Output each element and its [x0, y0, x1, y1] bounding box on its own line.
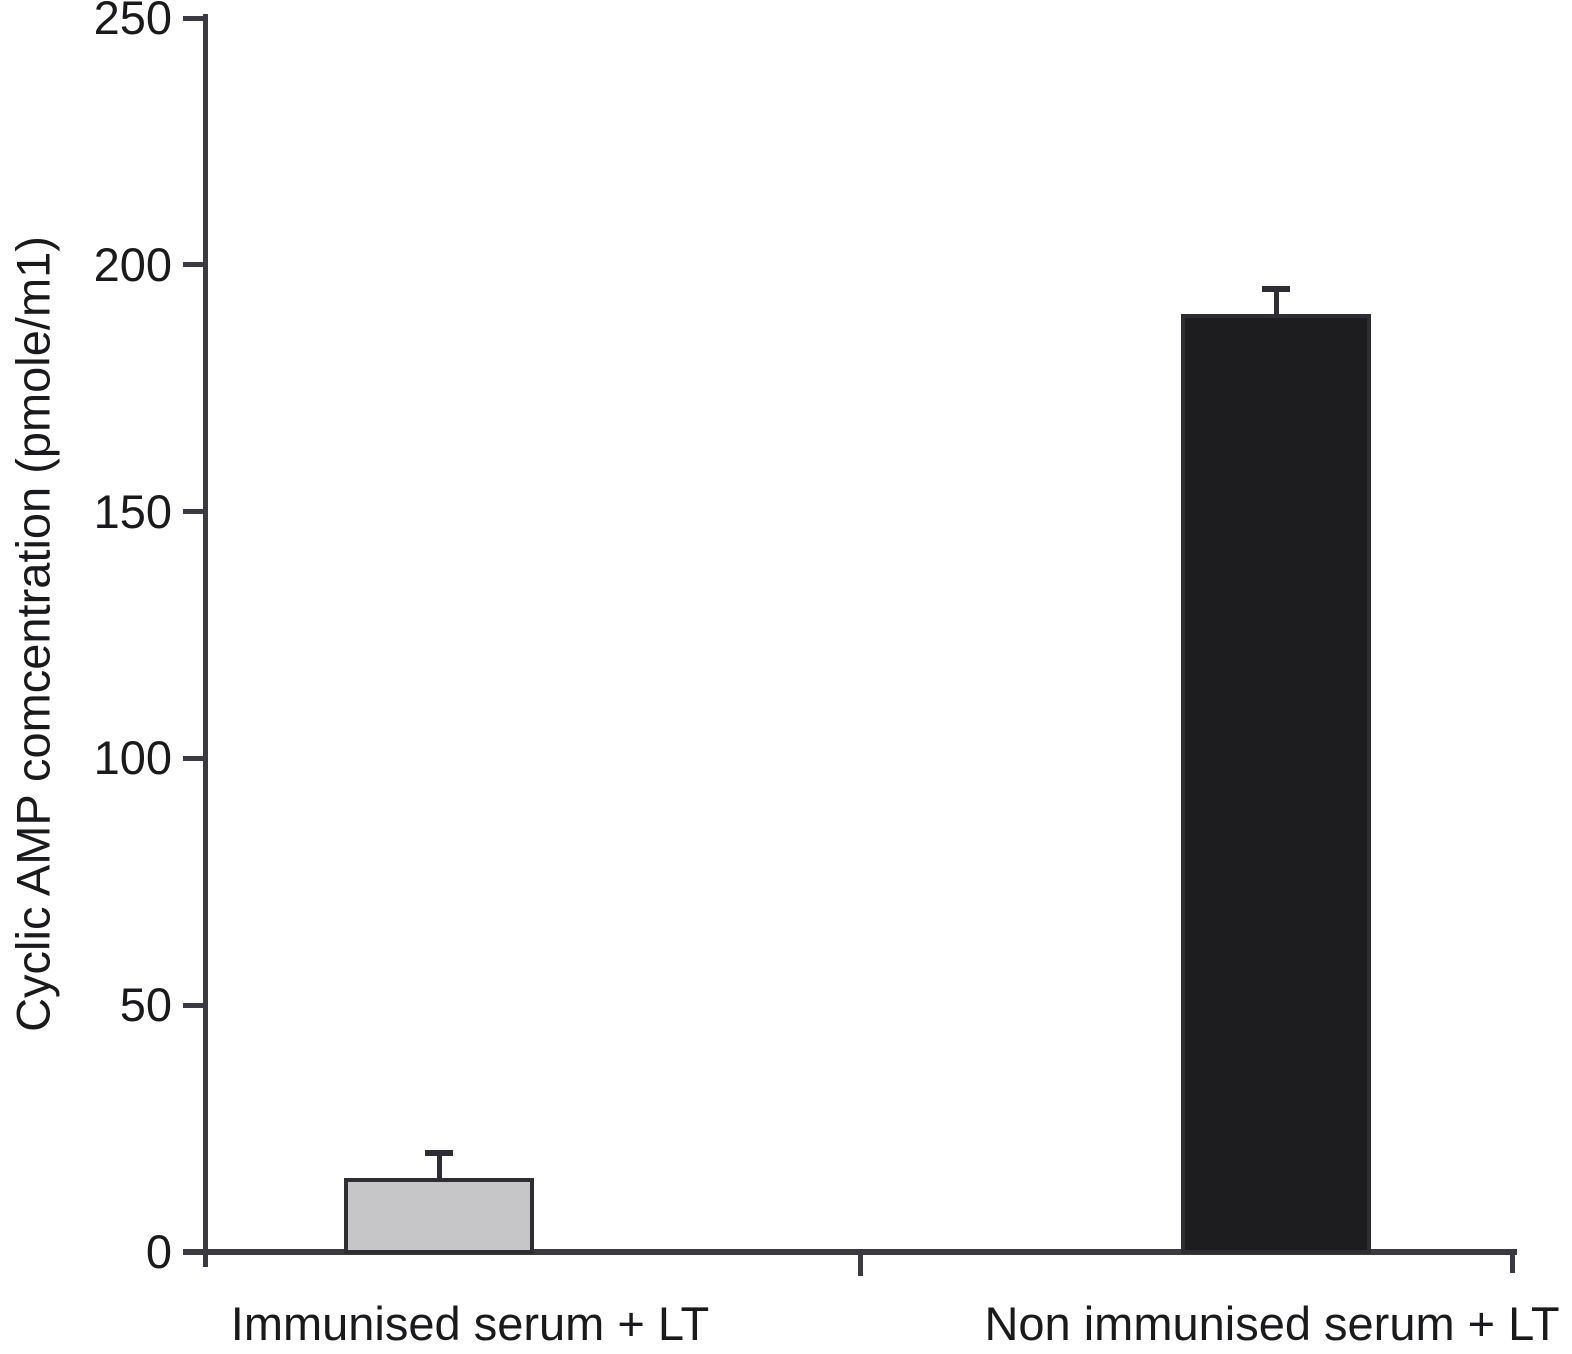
bar-immunised: [344, 1177, 534, 1254]
y-tick-mark: [183, 509, 205, 515]
category-label: Immunised serum + LT: [230, 1297, 710, 1350]
error-bar-line: [1273, 289, 1279, 315]
x-axis-line: [183, 1249, 1517, 1255]
y-tick-label: 50: [119, 978, 172, 1032]
y-tick-mark: [183, 15, 205, 21]
error-bar-line: [436, 1153, 442, 1178]
y-tick-label: 100: [93, 731, 172, 785]
y-tick-mark: [183, 1002, 205, 1008]
y-tick-label: 200: [93, 237, 172, 291]
x-tick-mark: [858, 1252, 863, 1276]
error-bar-cap: [1262, 286, 1290, 293]
category-label: Non immunised serum + LT: [984, 1297, 1560, 1350]
y-tick-mark: [183, 1249, 205, 1255]
error-bar-cap: [425, 1150, 453, 1157]
y-tick-label: 250: [93, 0, 172, 44]
y-tick-label: 0: [145, 1225, 172, 1278]
y-tick-mark: [183, 262, 205, 268]
y-tick-mark: [183, 755, 205, 761]
y-tick-label: 150: [93, 484, 172, 538]
x-tick-mark: [1510, 1252, 1515, 1273]
bar-non-immunised: [1181, 314, 1371, 1254]
y-axis-line: [203, 14, 208, 1267]
y-axis-title: Cyclic AMP comcentration (pmole/m1): [6, 236, 60, 1032]
